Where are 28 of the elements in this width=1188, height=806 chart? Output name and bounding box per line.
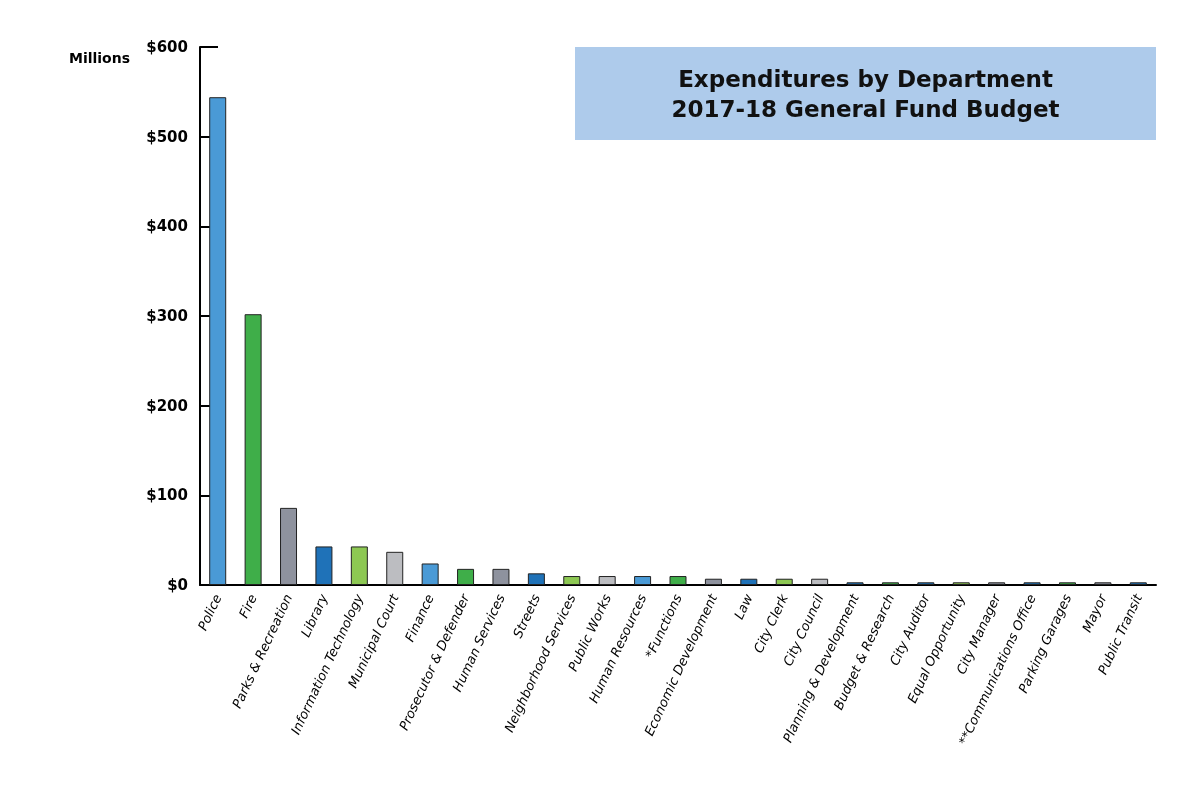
bar — [350, 546, 368, 585]
bar — [634, 576, 652, 585]
bar — [421, 563, 439, 585]
bar — [775, 578, 793, 585]
bar — [386, 551, 404, 585]
y-tick-label: $100 — [146, 486, 188, 505]
bar — [492, 568, 510, 585]
y-tick-label: $300 — [146, 307, 188, 325]
bar — [598, 576, 616, 585]
bar — [280, 507, 298, 585]
x-tick-label: Fire — [235, 591, 260, 621]
x-tick-label: Law — [731, 591, 756, 622]
y-axis-title: Millions — [68, 50, 130, 66]
y-tick-label: $0 — [167, 576, 188, 594]
bar — [457, 568, 475, 585]
bar — [811, 578, 829, 585]
bar — [315, 546, 333, 585]
y-tick-label: $400 — [146, 217, 188, 236]
y-tick-label: $500 — [146, 127, 188, 146]
bar — [669, 576, 687, 585]
y-tick-label: $200 — [146, 396, 188, 415]
bar — [704, 578, 722, 585]
bar — [527, 573, 545, 585]
y-tick-label: $600 — [146, 38, 188, 56]
bar — [740, 578, 758, 585]
bar — [244, 314, 262, 585]
bar — [209, 97, 227, 585]
bar — [563, 576, 581, 585]
